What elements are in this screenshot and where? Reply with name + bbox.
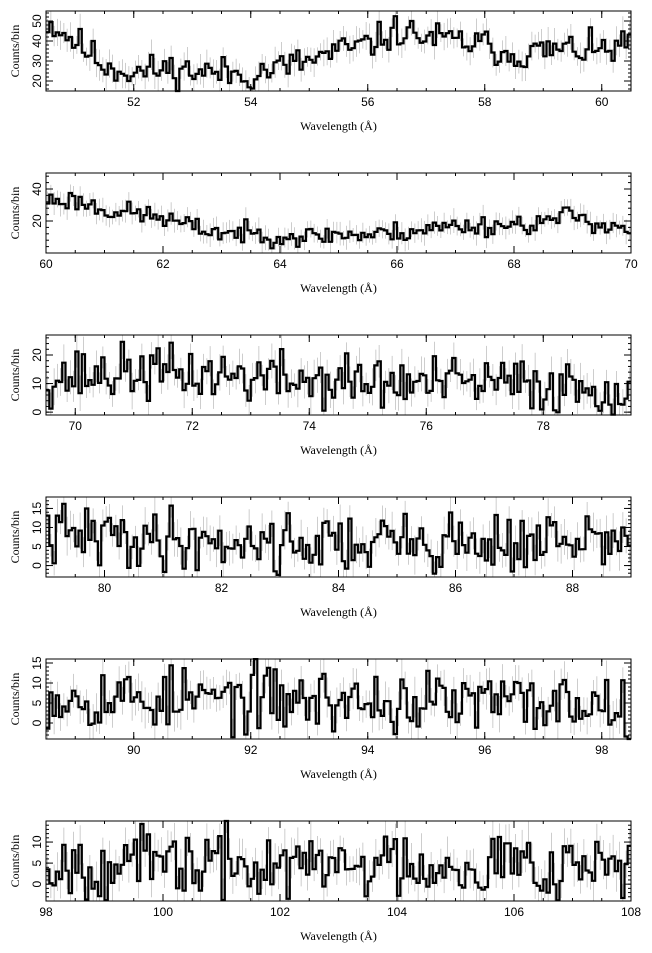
spectrum-step-line bbox=[46, 191, 631, 250]
y-tick-label: 10 bbox=[30, 520, 44, 534]
x-tick-label: 64 bbox=[273, 257, 287, 271]
y-tick-label: 5 bbox=[30, 543, 44, 550]
x-axis-label: Wavelength (Å) bbox=[300, 929, 377, 943]
y-tick-label: 20 bbox=[30, 74, 44, 88]
x-tick-label: 70 bbox=[69, 419, 83, 433]
spectrum-step-line bbox=[46, 658, 631, 741]
x-tick-label: 102 bbox=[270, 905, 290, 919]
y-tick-label: 10 bbox=[30, 377, 44, 391]
y-tick-label: 10 bbox=[30, 835, 44, 849]
y-tick-label: 0 bbox=[30, 562, 44, 569]
x-tick-label: 58 bbox=[478, 95, 492, 109]
x-tick-label: 82 bbox=[215, 581, 229, 595]
y-tick-label: 50 bbox=[30, 14, 44, 28]
y-axis-label: Counts/bin bbox=[8, 349, 22, 402]
x-tick-label: 96 bbox=[478, 743, 492, 757]
spectrum-step-line bbox=[46, 15, 631, 93]
x-tick-label: 104 bbox=[387, 905, 407, 919]
y-tick-label: 0 bbox=[30, 408, 44, 415]
y-axis-label: Counts/bin bbox=[8, 835, 22, 888]
y-tick-label: 15 bbox=[30, 501, 44, 515]
y-tick-label: 0 bbox=[30, 881, 44, 888]
x-tick-label: 60 bbox=[595, 95, 609, 109]
y-tick-label: 15 bbox=[30, 656, 44, 670]
x-axis-label: Wavelength (Å) bbox=[300, 281, 377, 295]
y-axis-label: Counts/bin bbox=[8, 187, 22, 240]
x-tick-label: 78 bbox=[537, 419, 551, 433]
x-tick-label: 98 bbox=[595, 743, 609, 757]
y-tick-label: 20 bbox=[30, 348, 44, 362]
x-axis-label: Wavelength (Å) bbox=[300, 605, 377, 619]
spectrum-panel: 98 100 102 104 106 108 0 5 10 Counts/bin Wavelengt… bbox=[8, 819, 641, 943]
y-tick-label: 5 bbox=[30, 699, 44, 706]
x-tick-label: 90 bbox=[127, 743, 141, 757]
x-tick-label: 94 bbox=[361, 743, 375, 757]
x-tick-label: 52 bbox=[127, 95, 141, 109]
x-tick-label: 88 bbox=[566, 581, 580, 595]
x-axis-label: Wavelength (Å) bbox=[300, 443, 377, 457]
x-tick-label: 100 bbox=[153, 905, 173, 919]
y-axis-label: Counts/bin bbox=[8, 673, 22, 726]
y-tick-label: 40 bbox=[30, 182, 44, 196]
y-axis-label: Counts/bin bbox=[8, 25, 22, 78]
y-tick-label: 0 bbox=[30, 719, 44, 726]
spectrum-step-line bbox=[46, 502, 631, 576]
x-tick-label: 60 bbox=[39, 257, 53, 271]
spectrum-step-line bbox=[46, 819, 631, 902]
x-tick-label: 66 bbox=[390, 257, 404, 271]
x-tick-label: 56 bbox=[361, 95, 375, 109]
error-bars bbox=[47, 184, 630, 253]
x-tick-label: 68 bbox=[507, 257, 521, 271]
x-tick-label: 106 bbox=[504, 905, 524, 919]
spectrum-panel: 60 62 64 66 68 70 20 40 Counts/bin Wavelength (Å) bbox=[8, 172, 638, 295]
x-tick-label: 62 bbox=[156, 257, 170, 271]
y-tick-label: 30 bbox=[30, 54, 44, 68]
spectrum-panel: 90 92 94 96 98 0 5 10 15 Counts/bin Wavelength (Å) bbox=[8, 656, 632, 781]
x-tick-label: 86 bbox=[449, 581, 463, 595]
y-tick-label: 5 bbox=[30, 859, 44, 866]
x-tick-label: 108 bbox=[621, 905, 641, 919]
x-tick-label: 80 bbox=[98, 581, 112, 595]
x-tick-label: 76 bbox=[420, 419, 434, 433]
x-axis-label: Wavelength (Å) bbox=[300, 119, 377, 133]
y-tick-label: 40 bbox=[30, 34, 44, 48]
x-tick-label: 72 bbox=[186, 419, 200, 433]
spectrum-panel: 80 82 84 86 88 0 5 10 15 Counts/bin Wavelength (Å) bbox=[8, 496, 632, 619]
x-axis-label: Wavelength (Å) bbox=[300, 767, 377, 781]
y-axis-label: Counts/bin bbox=[8, 511, 22, 564]
x-tick-label: 74 bbox=[303, 419, 317, 433]
x-tick-label: 70 bbox=[624, 257, 638, 271]
spectrum-panel: 70 72 74 76 78 0 10 20 Counts/bin Wavelength (Å) bbox=[8, 334, 632, 457]
spectrum-panel: 52 54 56 58 60 20 30 40 50 Counts/bin Wavelength (… bbox=[8, 10, 632, 133]
y-tick-label: 10 bbox=[30, 676, 44, 690]
x-tick-label: 84 bbox=[332, 581, 346, 595]
spectrum-step-line bbox=[46, 340, 631, 416]
y-tick-label: 20 bbox=[30, 214, 44, 228]
x-tick-label: 54 bbox=[244, 95, 258, 109]
x-tick-label: 92 bbox=[244, 743, 258, 757]
x-tick-label: 98 bbox=[39, 905, 53, 919]
